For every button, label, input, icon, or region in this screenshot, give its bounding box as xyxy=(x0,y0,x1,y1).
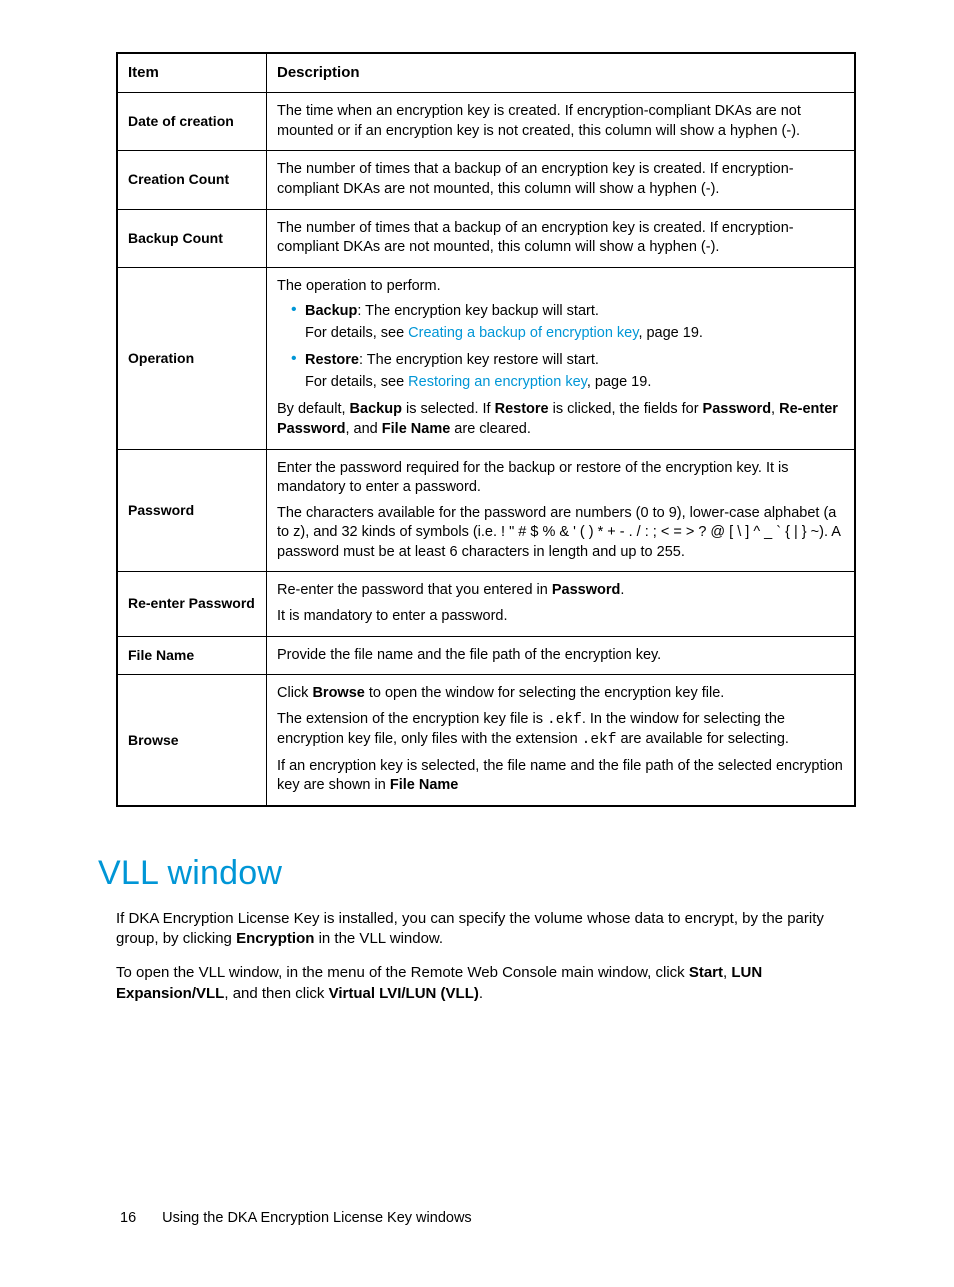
text: For details, see xyxy=(305,325,408,341)
desc-cell: The time when an encryption key is creat… xyxy=(267,93,856,151)
item-cell: Creation Count xyxy=(117,151,267,209)
desc-cell: Re-enter the password that you entered i… xyxy=(267,572,856,636)
desc-text: Re-enter the password that you entered i… xyxy=(277,581,844,601)
desc-cell: Provide the file name and the file path … xyxy=(267,636,856,675)
chapter-title: Using the DKA Encryption License Key win… xyxy=(162,1210,472,1226)
desc-text: The number of times that a backup of an … xyxy=(277,220,794,256)
text: , page 19. xyxy=(638,325,703,341)
item-cell: Browse xyxy=(117,675,267,806)
bold: Restore xyxy=(495,401,549,417)
page-number: 16 xyxy=(120,1209,136,1229)
body-paragraph: To open the VLL window, in the menu of t… xyxy=(98,963,838,1004)
body-paragraph: If DKA Encryption License Key is install… xyxy=(98,909,838,950)
text: are available for selecting. xyxy=(616,731,789,747)
table-row: Backup Count The number of times that a … xyxy=(117,209,855,267)
desc-text: The extension of the encryption key file… xyxy=(277,710,844,751)
item-cell: Date of creation xyxy=(117,93,267,151)
item-cell: Password xyxy=(117,449,267,572)
bold: Password xyxy=(552,582,621,598)
bullet-detail: For details, see Creating a backup of en… xyxy=(305,324,844,344)
table-row: Browse Click Browse to open the window f… xyxy=(117,675,855,806)
bold: Virtual LVI/LUN (VLL) xyxy=(329,985,479,1002)
text: For details, see xyxy=(305,374,408,390)
xref-link[interactable]: Creating a backup of encryption key xyxy=(408,325,638,341)
text: . xyxy=(479,985,483,1002)
header-item: Item xyxy=(117,53,267,93)
text: , xyxy=(771,401,779,417)
bold: Password xyxy=(703,401,772,417)
desc-text: The number of times that a backup of an … xyxy=(277,161,794,197)
item-cell: Re-enter Password xyxy=(117,572,267,636)
item-cell: Operation xyxy=(117,267,267,449)
text: To open the VLL window, in the menu of t… xyxy=(116,964,689,981)
operation-intro: The operation to perform. xyxy=(277,277,844,297)
page: Item Description Date of creation The ti… xyxy=(0,52,954,1287)
text: The extension of the encryption key file… xyxy=(277,711,547,727)
table-header-row: Item Description xyxy=(117,53,855,93)
table-row: Operation The operation to perform. Back… xyxy=(117,267,855,449)
bullet-detail: For details, see Restoring an encryption… xyxy=(305,373,844,393)
item-cell: File Name xyxy=(117,636,267,675)
table-row: File Name Provide the file name and the … xyxy=(117,636,855,675)
bold: Backup xyxy=(350,401,402,417)
text: By default, xyxy=(277,401,350,417)
desc-cell: The number of times that a backup of an … xyxy=(267,151,856,209)
table-row: Re-enter Password Re-enter the password … xyxy=(117,572,855,636)
bold: Start xyxy=(689,964,723,981)
desc-cell: The operation to perform. Backup: The en… xyxy=(267,267,856,449)
text: , and xyxy=(346,421,382,437)
bullet-text: : The encryption key backup will start. xyxy=(357,303,599,319)
bold: Browse xyxy=(312,685,364,701)
desc-text: If an encryption key is selected, the fi… xyxy=(277,757,844,796)
text: are cleared. xyxy=(450,421,531,437)
text: Re-enter the password that you entered i… xyxy=(277,582,552,598)
text: is clicked, the fields for xyxy=(549,401,703,417)
section-heading: VLL window xyxy=(98,851,856,897)
text: in the VLL window. xyxy=(314,930,443,947)
text: to open the window for selecting the enc… xyxy=(365,685,724,701)
text: If DKA Encryption License Key is install… xyxy=(116,910,824,947)
desc-cell: Click Browse to open the window for sele… xyxy=(267,675,856,806)
bullet-text: : The encryption key restore will start. xyxy=(359,352,599,368)
bold: File Name xyxy=(390,777,459,793)
xref-link[interactable]: Restoring an encryption key xyxy=(408,374,587,390)
definition-table: Item Description Date of creation The ti… xyxy=(116,52,856,807)
bold: File Name xyxy=(382,421,451,437)
text: Click xyxy=(277,685,312,701)
text: , page 19. xyxy=(587,374,652,390)
text: If an encryption key is selected, the fi… xyxy=(277,758,843,794)
item-cell: Backup Count xyxy=(117,209,267,267)
bold: Encryption xyxy=(236,930,314,947)
table-row: Password Enter the password required for… xyxy=(117,449,855,572)
desc-text: It is mandatory to enter a password. xyxy=(277,607,844,627)
desc-text: Click Browse to open the window for sele… xyxy=(277,684,844,704)
mono: .ekf xyxy=(547,712,582,728)
desc-text: Enter the password required for the back… xyxy=(277,459,844,498)
list-item: Restore: The encryption key restore will… xyxy=(291,351,844,392)
list-item: Backup: The encryption key backup will s… xyxy=(291,302,844,343)
table-row: Date of creation The time when an encryp… xyxy=(117,93,855,151)
text: is selected. If xyxy=(402,401,495,417)
desc-cell: Enter the password required for the back… xyxy=(267,449,856,572)
desc-cell: The number of times that a backup of an … xyxy=(267,209,856,267)
mono: .ekf xyxy=(582,732,617,748)
desc-text: The characters available for the passwor… xyxy=(277,504,844,563)
desc-text: Provide the file name and the file path … xyxy=(277,647,661,663)
bullet-label: Restore xyxy=(305,352,359,368)
bullet-label: Backup xyxy=(305,303,357,319)
header-description: Description xyxy=(267,53,856,93)
text: , and then click xyxy=(224,985,328,1002)
operation-list: Backup: The encryption key backup will s… xyxy=(277,302,844,392)
operation-trailer: By default, Backup is selected. If Resto… xyxy=(277,400,844,439)
desc-text: The time when an encryption key is creat… xyxy=(277,103,801,139)
page-footer: 16 Using the DKA Encryption License Key … xyxy=(120,1209,472,1229)
text: . xyxy=(620,582,624,598)
table-row: Creation Count The number of times that … xyxy=(117,151,855,209)
